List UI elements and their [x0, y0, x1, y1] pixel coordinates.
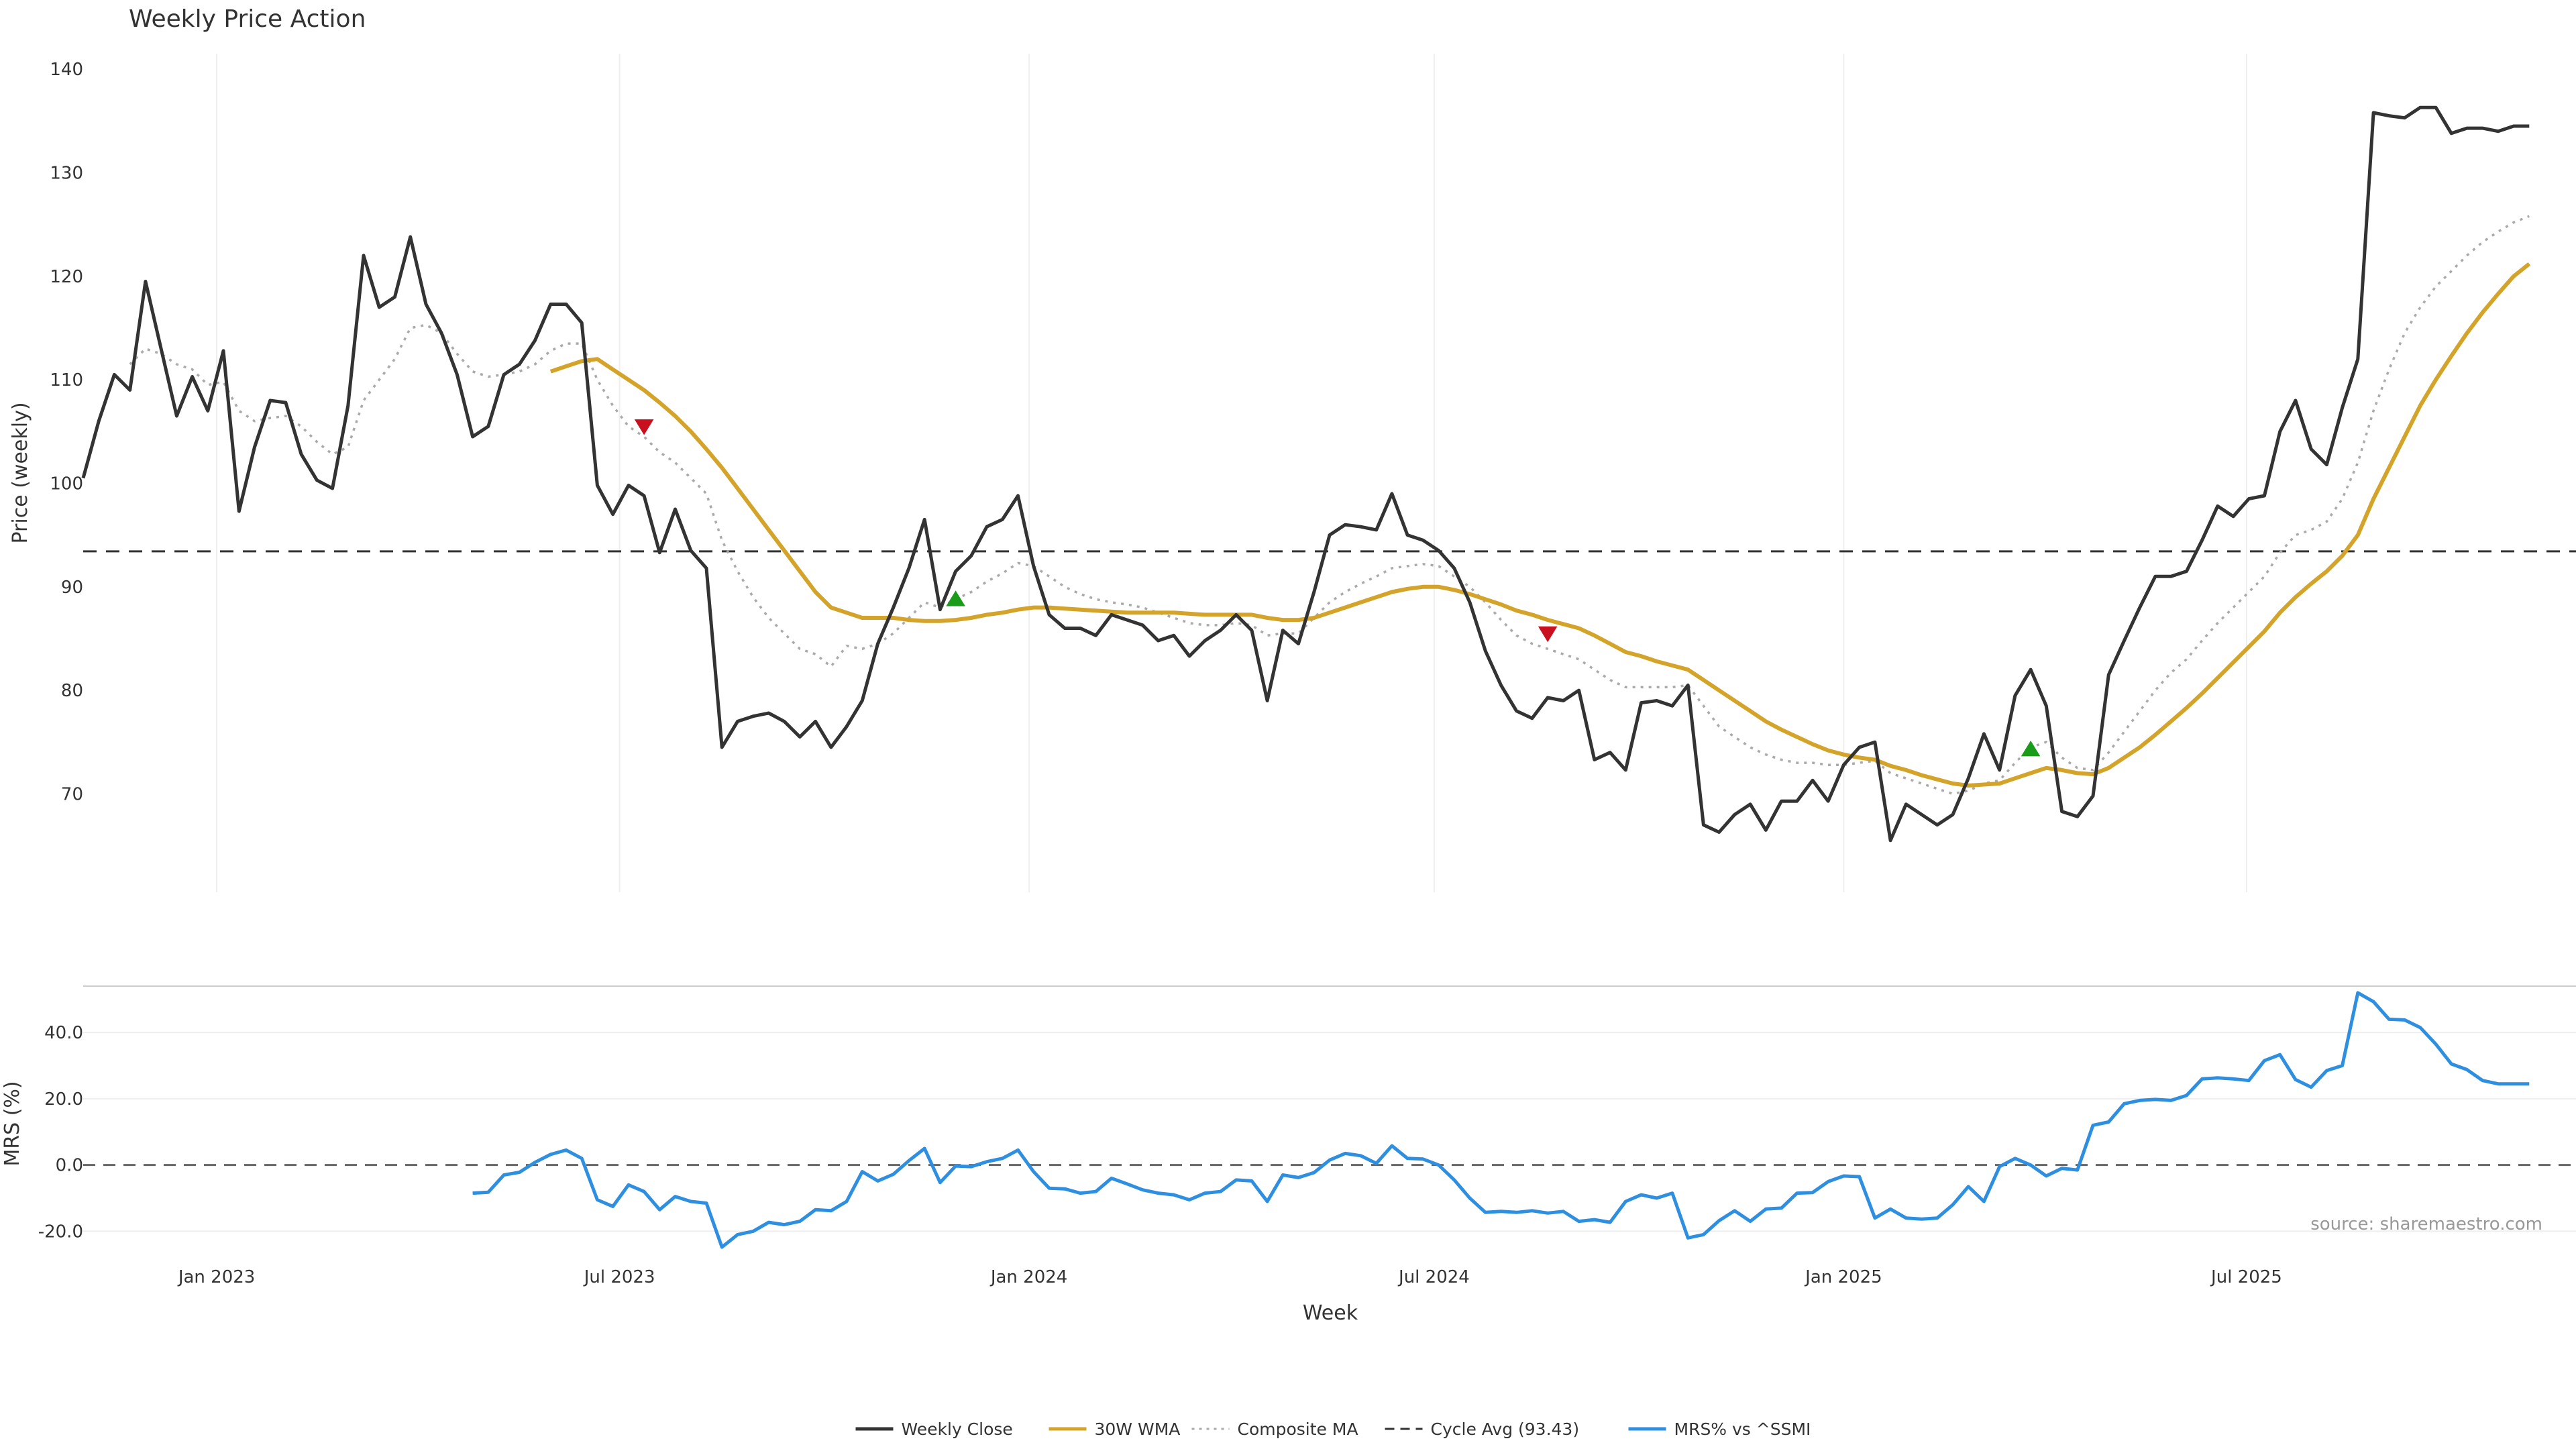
mrs-y-axis-label: MRS (%) — [1, 1081, 24, 1166]
legend-label: 30W WMA — [1095, 1419, 1181, 1439]
price-y-axis-label: Price (weekly) — [9, 402, 32, 543]
price-y-tick-label: 120 — [50, 267, 83, 287]
legend-label: Cycle Avg (93.43) — [1431, 1419, 1580, 1439]
price-y-ticks: 70 80 90 100 110 120 130 140 — [50, 60, 83, 804]
mrs-y-tick-label: 40.0 — [44, 1023, 83, 1043]
price-grid — [216, 54, 2247, 892]
source-credit: source: sharemaestro.com — [2310, 1214, 2542, 1234]
price-y-tick-label: 100 — [50, 474, 83, 494]
mrs-y-tick-label: -20.0 — [38, 1222, 83, 1242]
buy-signal-marker — [946, 590, 965, 606]
chart-legend: Weekly Close 30W WMA Composite MA Cycle Avg… — [855, 1419, 1811, 1439]
x-tick-label: Jul 2025 — [2210, 1267, 2282, 1287]
sell-signal-marker — [634, 419, 654, 435]
price-y-tick-label: 130 — [50, 163, 83, 183]
price-y-tick-label: 80 — [61, 681, 83, 701]
mrs-line — [472, 991, 2530, 1249]
sell-signal-marker — [1538, 626, 1558, 643]
x-tick-label: Jan 2025 — [1804, 1267, 1882, 1287]
x-ticks: Jan 2023 Jul 2023 Jan 2024 Jul 2024 Jan 2025… — [177, 1267, 2282, 1287]
weekly-close-line — [81, 105, 2530, 843]
x-tick-label: Jul 2024 — [1397, 1267, 1470, 1287]
30w-wma-line — [549, 262, 2531, 788]
signal-markers — [634, 419, 2041, 757]
legend-label: Weekly Close — [902, 1419, 1013, 1439]
price-y-tick-label: 110 — [50, 370, 83, 390]
x-axis-label: Week — [1303, 1301, 1358, 1325]
x-tick-label: Jul 2023 — [583, 1267, 655, 1287]
mrs-y-ticks: -20.0 0.0 20.0 40.0 — [38, 1023, 83, 1242]
price-y-tick-label: 90 — [61, 578, 83, 598]
price-y-tick-label: 140 — [50, 60, 83, 80]
price-series — [81, 105, 2576, 843]
x-tick-label: Jan 2024 — [989, 1267, 1068, 1287]
price-y-tick-label: 70 — [61, 784, 83, 804]
composite-ma-line — [129, 215, 2530, 796]
x-tick-label: Jan 2023 — [177, 1267, 256, 1287]
mrs-y-tick-label: 0.0 — [56, 1156, 83, 1176]
mrs-y-tick-label: 20.0 — [44, 1089, 83, 1110]
legend-label: Composite MA — [1238, 1419, 1358, 1439]
mrs-series — [472, 991, 2530, 1249]
buy-signal-marker — [2021, 741, 2041, 757]
chart-title: Weekly Price Action — [129, 5, 366, 33]
legend-label: MRS% vs ^SSMI — [1674, 1419, 1811, 1439]
